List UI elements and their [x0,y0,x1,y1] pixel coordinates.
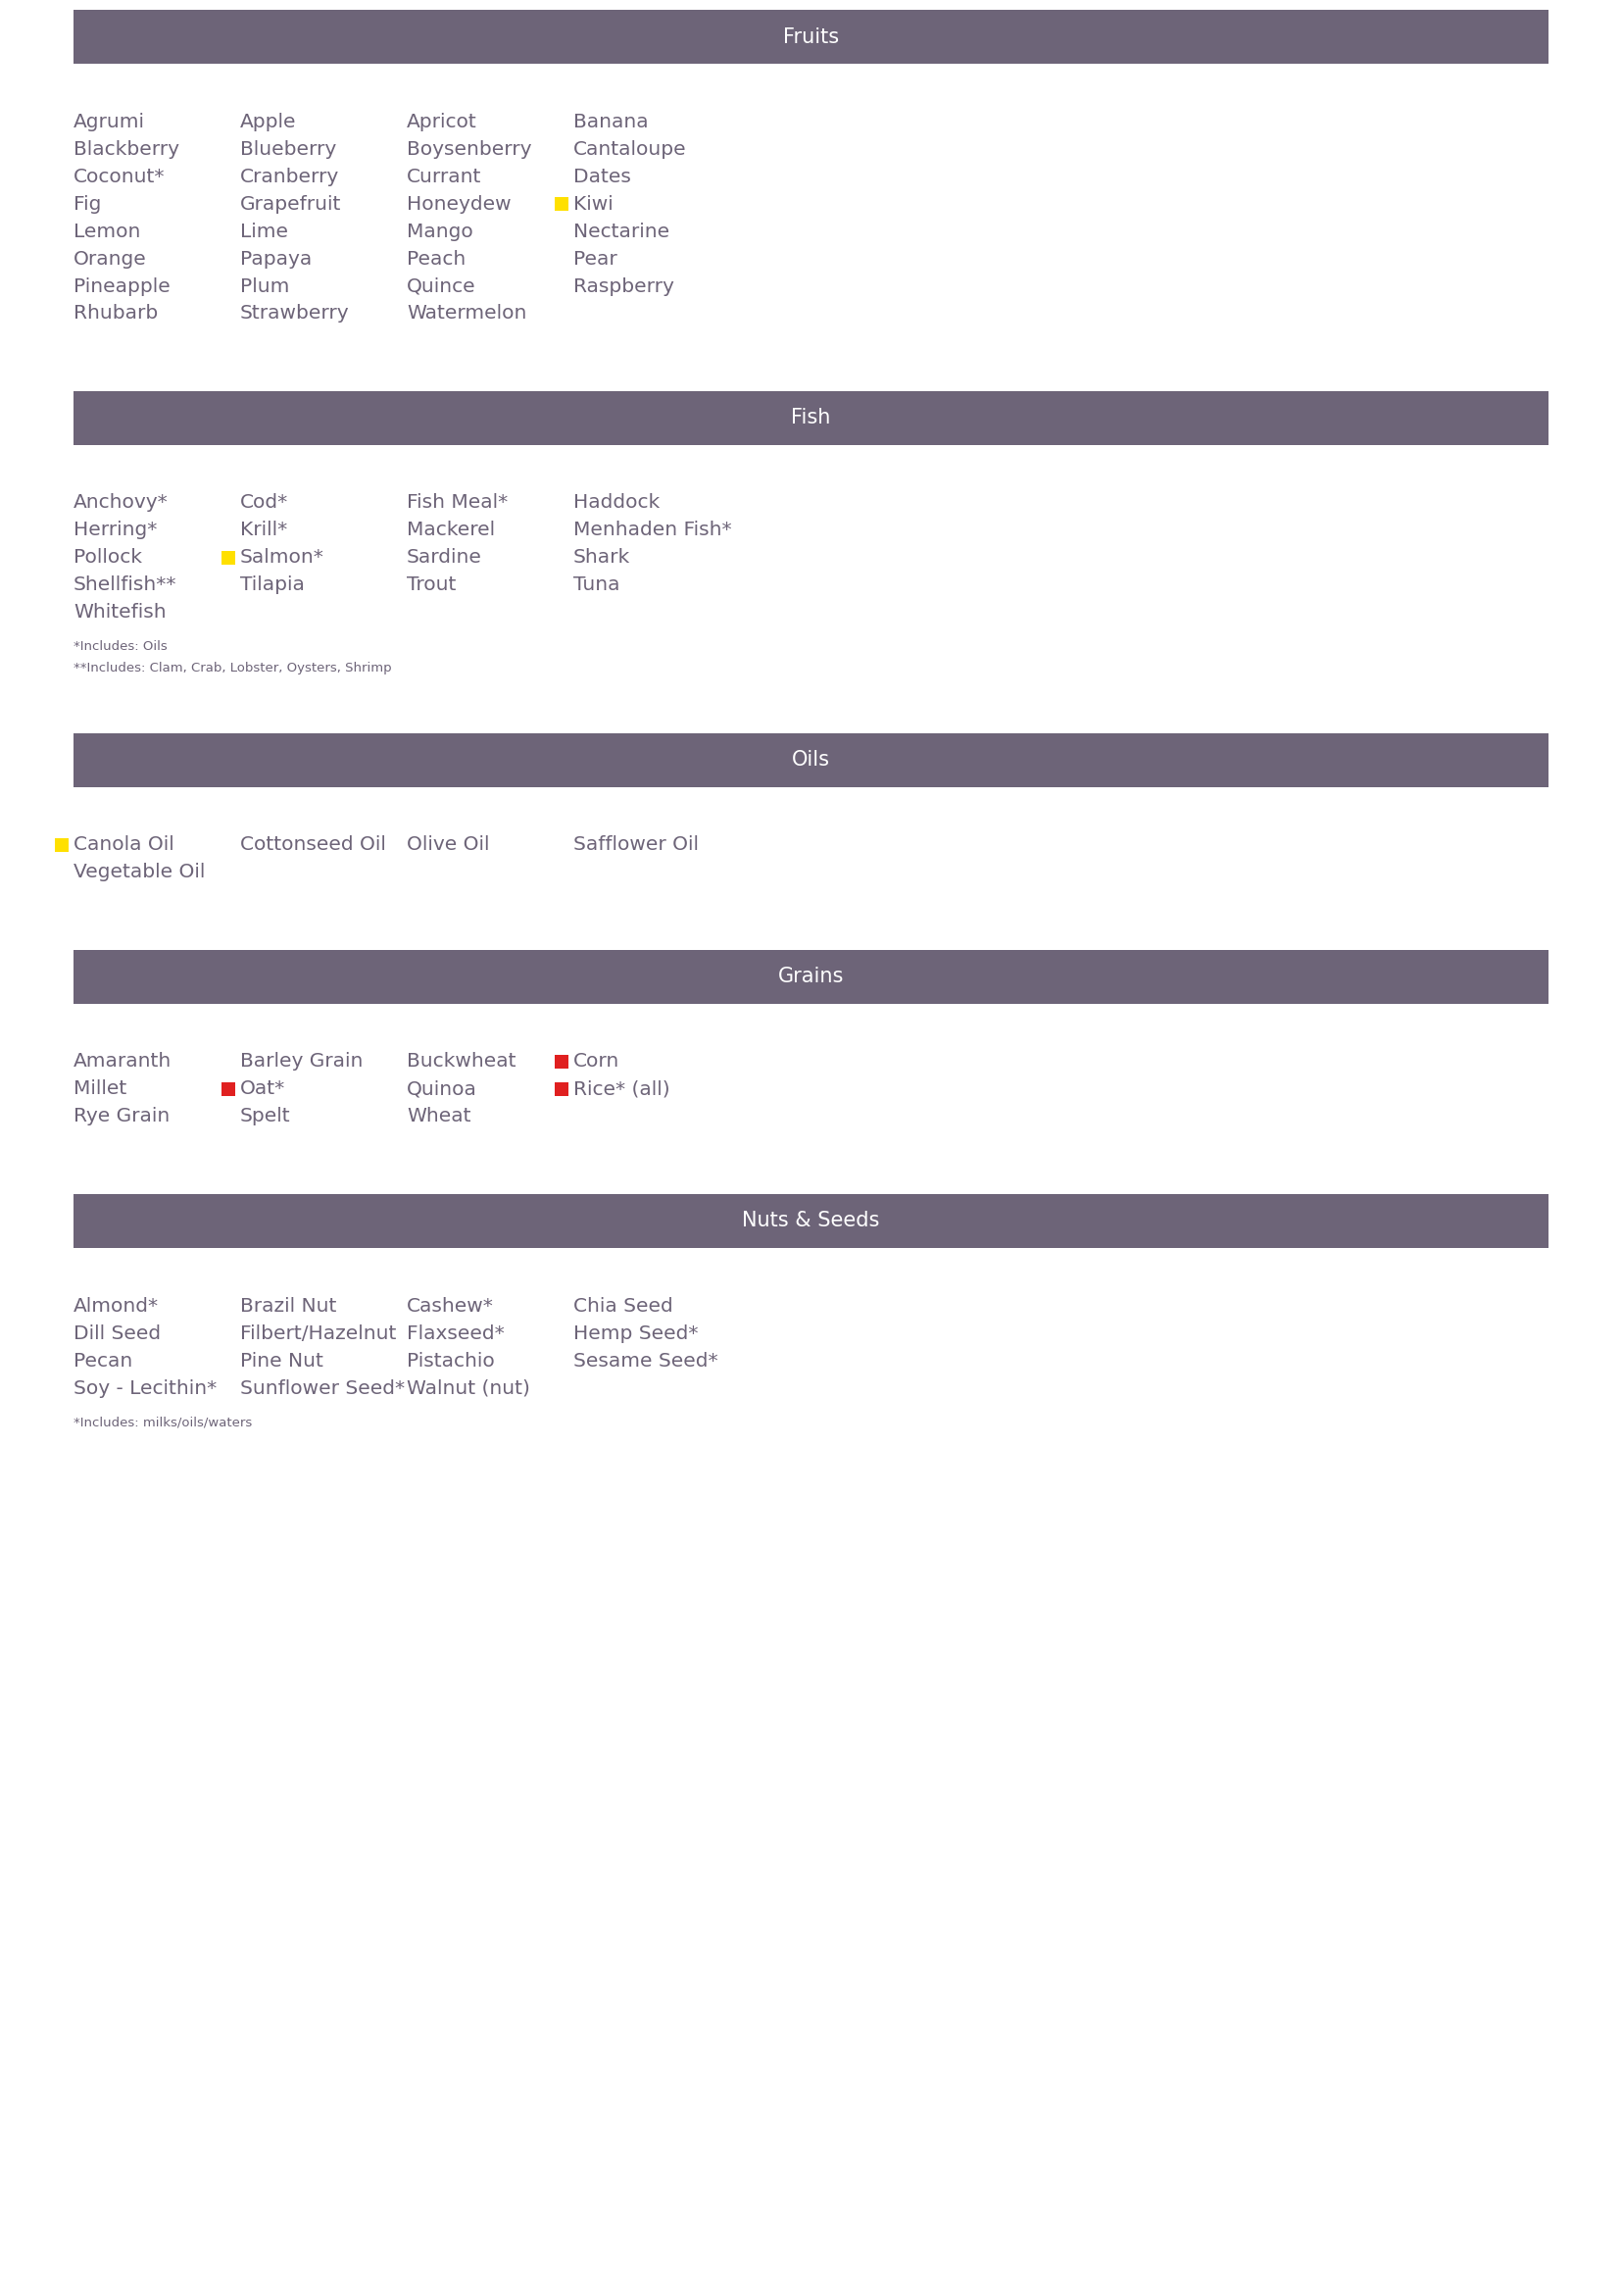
Text: Fish Meal*: Fish Meal* [407,494,508,512]
Text: Papaya: Papaya [240,250,311,269]
Text: Almond*: Almond* [73,1297,159,1316]
Text: Pollock: Pollock [73,549,143,567]
Text: Rye Grain: Rye Grain [73,1107,170,1125]
Bar [55,838,68,852]
Text: Corn: Corn [573,1052,620,1070]
Text: Whitefish: Whitefish [73,604,165,622]
Text: Lime: Lime [240,223,289,241]
Text: Chia Seed: Chia Seed [573,1297,673,1316]
Bar [73,732,1547,788]
Text: Tilapia: Tilapia [240,576,305,595]
Bar [221,551,235,565]
Text: Pistachio: Pistachio [407,1352,495,1371]
Text: Fig: Fig [73,195,101,214]
Text: Shellfish**: Shellfish** [73,576,177,595]
Text: Sunflower Seed*: Sunflower Seed* [240,1380,404,1398]
Text: Haddock: Haddock [573,494,660,512]
Text: Nuts & Seeds: Nuts & Seeds [741,1212,879,1231]
Text: Raspberry: Raspberry [573,278,673,296]
Text: Safflower Oil: Safflower Oil [573,836,699,854]
Text: Barley Grain: Barley Grain [240,1052,363,1070]
Text: Pineapple: Pineapple [73,278,170,296]
Text: Sesame Seed*: Sesame Seed* [573,1352,717,1371]
Text: Quince: Quince [407,278,475,296]
Text: Grains: Grains [777,967,843,987]
Text: Rhubarb: Rhubarb [73,305,157,324]
Text: Soy - Lecithin*: Soy - Lecithin* [73,1380,217,1398]
Text: Oat*: Oat* [240,1079,285,1097]
Text: Cod*: Cod* [240,494,289,512]
Text: Filbert/Hazelnut: Filbert/Hazelnut [240,1325,396,1343]
Text: Plum: Plum [240,278,289,296]
Text: Canola Oil: Canola Oil [73,836,174,854]
Text: Menhaden Fish*: Menhaden Fish* [573,521,732,540]
Text: Dates: Dates [573,168,631,186]
Text: Apricot: Apricot [407,113,477,131]
Bar [73,9,1547,64]
Text: Apple: Apple [240,113,297,131]
Text: Lemon: Lemon [73,223,141,241]
Text: Walnut (nut): Walnut (nut) [407,1380,530,1398]
Text: Spelt: Spelt [240,1107,290,1125]
Text: Flaxseed*: Flaxseed* [407,1325,504,1343]
Text: Trout: Trout [407,576,456,595]
Text: Oils: Oils [792,751,829,769]
Text: Tuna: Tuna [573,576,620,595]
Text: Orange: Orange [73,250,146,269]
Text: Mackerel: Mackerel [407,521,495,540]
Text: Buckwheat: Buckwheat [407,1052,516,1070]
Text: Coconut*: Coconut* [73,168,165,186]
Text: Sardine: Sardine [407,549,482,567]
Text: Wheat: Wheat [407,1107,470,1125]
Bar [555,1054,568,1068]
Text: Shark: Shark [573,549,629,567]
Text: Fish: Fish [792,409,830,427]
Text: *Includes: milks/oils/waters: *Includes: milks/oils/waters [73,1417,251,1428]
Text: Blueberry: Blueberry [240,140,336,158]
Text: **Includes: Clam, Crab, Lobster, Oysters, Shrimp: **Includes: Clam, Crab, Lobster, Oysters… [73,661,391,675]
Text: Anchovy*: Anchovy* [73,494,169,512]
Text: Brazil Nut: Brazil Nut [240,1297,336,1316]
Text: Olive Oil: Olive Oil [407,836,490,854]
Text: Watermelon: Watermelon [407,305,527,324]
Text: Fruits: Fruits [782,28,839,46]
Text: Herring*: Herring* [73,521,157,540]
Bar [73,390,1547,445]
Text: Dill Seed: Dill Seed [73,1325,161,1343]
Text: Pecan: Pecan [73,1352,133,1371]
Text: Cantaloupe: Cantaloupe [573,140,686,158]
Text: Cashew*: Cashew* [407,1297,493,1316]
Text: Rice* (all): Rice* (all) [573,1079,670,1097]
Text: Quinoa: Quinoa [407,1079,477,1097]
Text: Honeydew: Honeydew [407,195,511,214]
Text: Nectarine: Nectarine [573,223,670,241]
Text: Cottonseed Oil: Cottonseed Oil [240,836,386,854]
Text: Pine Nut: Pine Nut [240,1352,323,1371]
Text: Pear: Pear [573,250,616,269]
Text: Strawberry: Strawberry [240,305,349,324]
Bar [555,1081,568,1095]
Text: Peach: Peach [407,250,466,269]
Text: Hemp Seed*: Hemp Seed* [573,1325,697,1343]
Text: Kiwi: Kiwi [573,195,613,214]
Text: Amaranth: Amaranth [73,1052,172,1070]
Text: Blackberry: Blackberry [73,140,180,158]
Bar [73,951,1547,1003]
Bar [73,1194,1547,1249]
Text: Cranberry: Cranberry [240,168,339,186]
Text: *Includes: Oils: *Includes: Oils [73,641,167,654]
Text: Mango: Mango [407,223,474,241]
Text: Banana: Banana [573,113,649,131]
Text: Salmon*: Salmon* [240,549,324,567]
Bar [221,1081,235,1095]
Bar [555,197,568,211]
Text: Boysenberry: Boysenberry [407,140,532,158]
Text: Agrumi: Agrumi [73,113,144,131]
Text: Grapefruit: Grapefruit [240,195,341,214]
Text: Vegetable Oil: Vegetable Oil [73,863,204,882]
Text: Krill*: Krill* [240,521,287,540]
Text: Millet: Millet [73,1079,127,1097]
Text: Currant: Currant [407,168,482,186]
